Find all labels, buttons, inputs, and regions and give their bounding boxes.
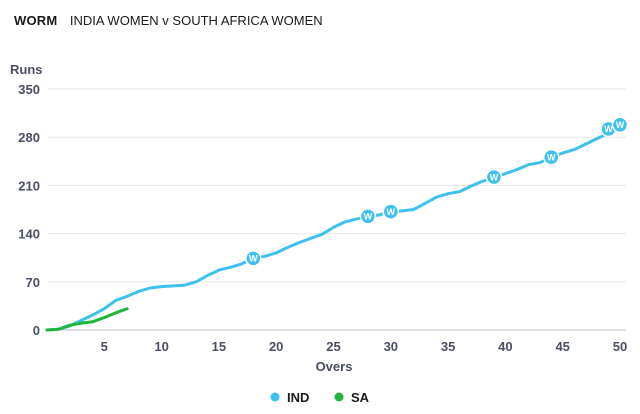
wicket-marker-ind-30: W [382, 203, 400, 220]
x-tick-5: 5 [101, 339, 108, 354]
series-lines [45, 123, 622, 332]
x-tick-25: 25 [326, 339, 340, 354]
wicket-dot [245, 250, 262, 267]
chart-title-bold: WORM [14, 13, 57, 28]
wicket-marker-ind-50: W [611, 116, 629, 134]
y-tick-0: 0 [33, 323, 40, 338]
wicket-dot [611, 116, 629, 134]
wicket-label: W [387, 207, 396, 217]
series-line-sa [45, 307, 129, 332]
wicket-dot [382, 203, 400, 220]
wicket-label: W [547, 152, 556, 162]
legend-label: IND [287, 390, 309, 405]
y-axis-label: Runs [10, 62, 43, 77]
y-tick-210: 210 [18, 178, 40, 193]
wicket-label: W [604, 124, 613, 134]
x-tick-15: 15 [212, 339, 226, 354]
wicket-marker-ind-18: W [245, 250, 262, 267]
y-tick-140: 140 [18, 227, 40, 242]
legend-item-sa[interactable]: SA [334, 390, 370, 405]
y-tick-350: 350 [18, 82, 40, 97]
x-tick-50: 50 [613, 339, 627, 354]
wicket-label: W [490, 172, 499, 182]
x-tick-45: 45 [555, 339, 569, 354]
legend-label: SA [351, 390, 370, 405]
x-tick-40: 40 [498, 339, 512, 354]
legend-swatch [334, 392, 344, 402]
wicket-label: W [364, 212, 373, 222]
wicket-marker-ind-39: W [485, 168, 503, 186]
wicket-marker-ind-44: W [542, 148, 560, 166]
wicket-dot [542, 148, 560, 166]
y-tick-280: 280 [18, 130, 40, 145]
x-axis-ticks: 5 10 15 20 25 30 35 40 45 50 [101, 339, 628, 354]
grid-lines [47, 88, 626, 331]
y-axis-ticks: 0 70 140 210 280 350 [18, 82, 40, 338]
wicket-label: W [616, 120, 625, 130]
chart-title: WORM INDIA WOMEN v SOUTH AFRICA WOMEN [14, 12, 323, 29]
wicket-label: W [249, 254, 258, 264]
x-axis-label: Overs [316, 359, 353, 374]
x-tick-20: 20 [269, 339, 283, 354]
wicket-dot [359, 208, 377, 225]
x-tick-10: 10 [154, 339, 168, 354]
legend-item-ind[interactable]: IND [270, 390, 310, 405]
legend-swatch [270, 392, 280, 402]
series-line-ind [45, 123, 622, 332]
chart-title-match: INDIA WOMEN v SOUTH AFRICA WOMEN [70, 13, 323, 28]
x-tick-35: 35 [441, 339, 455, 354]
x-tick-30: 30 [384, 339, 398, 354]
wicket-dot [485, 168, 503, 186]
wicket-marker-ind-28: W [359, 208, 377, 225]
legend: IND SA [270, 390, 370, 405]
y-tick-70: 70 [26, 275, 40, 290]
